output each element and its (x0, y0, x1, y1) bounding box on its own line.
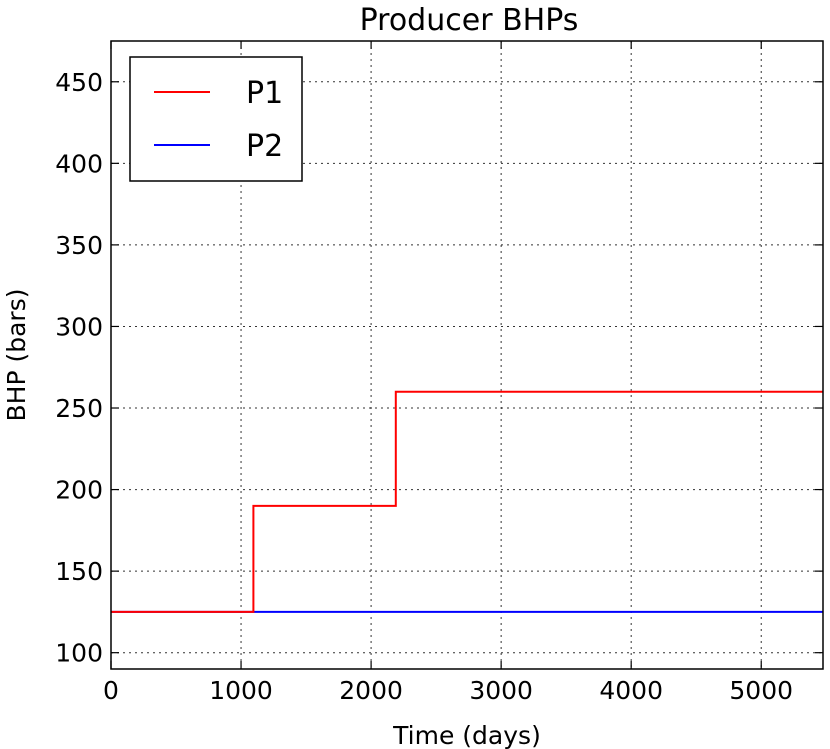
series-layer (111, 390, 823, 613)
x-tick-label: 0 (103, 676, 119, 705)
y-tick-label: 450 (55, 68, 103, 97)
y-tick-label: 100 (55, 639, 103, 668)
legend-label-p1: P1 (246, 76, 283, 111)
y-tick-label: 300 (55, 312, 103, 341)
legend: P1 P2 (129, 56, 303, 182)
y-tick-label: 350 (55, 231, 103, 260)
grid (111, 41, 823, 669)
legend-label-p2: P2 (246, 129, 283, 164)
y-tick-label: 200 (55, 476, 103, 505)
x-axis-label: Time (days) (392, 721, 541, 749)
ticks: 0 1000 2000 3000 4000 5000 100 150 200 250 300 350 4… (55, 41, 823, 705)
x-tick-label: 3000 (469, 676, 533, 705)
y-tick-label: 250 (55, 394, 103, 423)
plot-frame (110, 40, 824, 670)
legend-box (129, 56, 303, 182)
y-tick-label: 150 (55, 557, 103, 586)
y-axis-label: BHP (bars) (2, 289, 31, 422)
chart-title: Producer BHPs (360, 3, 579, 38)
x-tick-label: 5000 (729, 676, 793, 705)
y-tick-label: 400 (55, 149, 103, 178)
x-tick-label: 4000 (599, 676, 663, 705)
series-line-p1 (111, 390, 823, 613)
x-tick-label: 1000 (209, 676, 273, 705)
x-tick-label: 2000 (339, 676, 403, 705)
